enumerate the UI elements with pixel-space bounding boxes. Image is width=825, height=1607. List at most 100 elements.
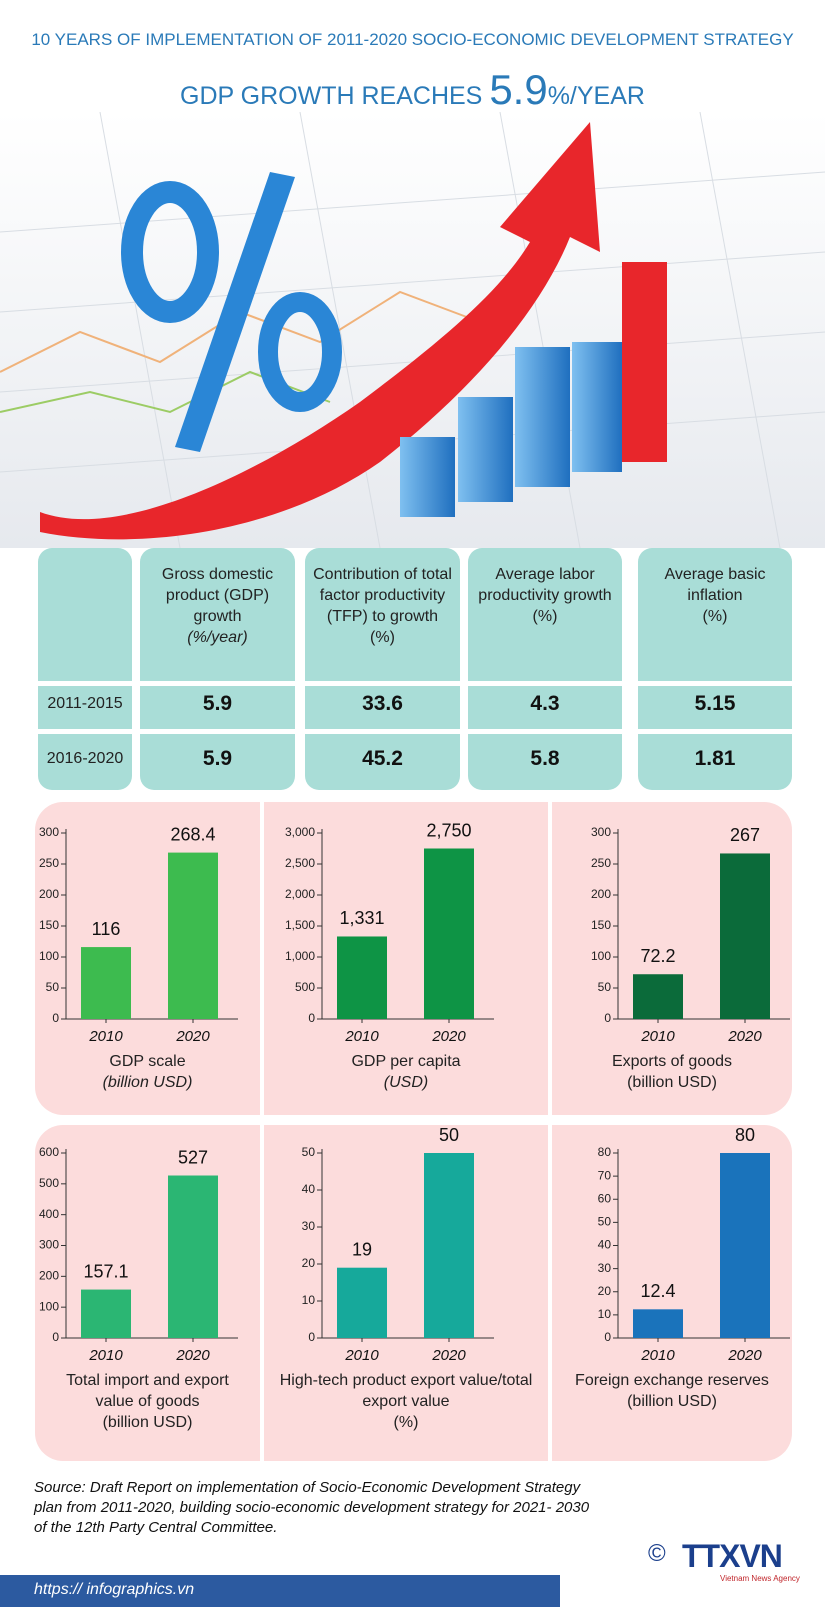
logo-sub: Vietnam News Agency	[720, 1574, 800, 1583]
y-tick-label: 10	[302, 1293, 316, 1307]
bar	[633, 1309, 683, 1338]
y-tick-label: 30	[302, 1219, 316, 1233]
value-label: 527	[178, 1147, 208, 1167]
column-label: Gross domestic product (GDP) growth	[161, 566, 274, 625]
table-value: 33.6	[362, 692, 403, 715]
chart-name: Foreign exchange reserves	[575, 1372, 769, 1389]
x-tick-label: 2020	[727, 1028, 762, 1045]
table-column	[305, 548, 460, 790]
y-tick-label: 0	[52, 1330, 59, 1344]
table-column	[468, 548, 622, 790]
chart-title: GDP scale (billion USD)	[45, 1051, 250, 1093]
table-value: 5.8	[530, 747, 560, 770]
x-tick-label: 2010	[640, 1028, 675, 1045]
value-label: 50	[439, 1125, 459, 1145]
y-tick-label: 150	[591, 918, 611, 932]
row-divider	[38, 681, 792, 686]
value-label: 72.2	[640, 946, 675, 966]
bar	[633, 974, 683, 1019]
url-bar	[0, 1575, 560, 1607]
title-suffix: %/YEAR	[547, 82, 645, 110]
url[interactable]: https:// infographics.vn	[34, 1581, 195, 1598]
y-tick-label: 200	[39, 1269, 59, 1283]
chart-title: High-tech product export value/total exp…	[274, 1370, 538, 1433]
y-tick-label: 70	[598, 1168, 612, 1182]
table-value: 45.2	[362, 747, 403, 770]
chart-name: Exports of goods	[611, 1053, 733, 1070]
table-value: 4.3	[530, 692, 560, 715]
chart-name: GDP scale	[109, 1053, 186, 1070]
y-tick-label: 20	[302, 1256, 316, 1270]
bar	[337, 1267, 387, 1338]
bar	[81, 1289, 131, 1338]
column-unit: (%)	[702, 608, 728, 625]
y-tick-label: 3,000	[285, 825, 315, 839]
column-unit: (%)	[532, 608, 558, 625]
title-value: 5.9	[489, 66, 548, 113]
column-header: Average basic inflation (%)	[644, 564, 786, 627]
logo: TTXVN	[682, 1538, 783, 1574]
value-label: 19	[352, 1239, 372, 1259]
y-tick-label: 0	[308, 1330, 315, 1344]
y-tick-label: 1,500	[285, 918, 315, 932]
bar	[168, 852, 218, 1019]
row-divider	[38, 729, 792, 734]
y-tick-label: 200	[39, 887, 59, 901]
chart-unit: (billion USD)	[102, 1074, 193, 1091]
value-label: 1,331	[339, 908, 384, 928]
chart-name: GDP per capita	[351, 1053, 461, 1070]
y-tick-label: 50	[598, 1215, 612, 1229]
title: GDP GROWTH REACHES 5.9%/YEAR	[0, 66, 825, 114]
chart-title: Foreign exchange reserves (billion USD)	[562, 1370, 782, 1412]
y-tick-label: 100	[591, 949, 611, 963]
period: 2011-2015	[47, 695, 123, 712]
y-tick-label: 50	[302, 1145, 316, 1159]
column-label: Contribution of total factor productivit…	[313, 566, 452, 625]
illustration	[0, 112, 825, 548]
chart-title: Exports of goods (billion USD)	[562, 1051, 782, 1093]
value-label: 267	[730, 825, 760, 845]
bar	[720, 1153, 770, 1338]
subtitle: 10 YEARS OF IMPLEMENTATION OF 2011-2020 …	[31, 30, 794, 49]
column-label: Average basic inflation	[664, 566, 766, 604]
chart-unit: (%)	[393, 1414, 419, 1431]
x-tick-label: 2010	[88, 1347, 123, 1364]
y-tick-label: 30	[598, 1261, 612, 1275]
x-tick-label: 2010	[640, 1347, 675, 1364]
column-unit: (%/year)	[187, 629, 248, 646]
chart-title: GDP per capita (USD)	[274, 1051, 538, 1093]
x-tick-label: 2020	[175, 1347, 210, 1364]
y-tick-label: 80	[598, 1145, 612, 1159]
period-column	[38, 548, 132, 790]
y-tick-label: 250	[591, 856, 611, 870]
copyright: ©	[648, 1540, 666, 1567]
y-tick-label: 20	[598, 1284, 612, 1298]
table-value: 5.9	[202, 692, 233, 715]
value-label: 116	[92, 919, 121, 939]
value-label: 12.4	[640, 1281, 675, 1301]
chart-unit: (billion USD)	[102, 1414, 193, 1431]
y-tick-label: 10	[598, 1307, 612, 1321]
bar	[81, 947, 131, 1019]
y-tick-label: 0	[604, 1011, 611, 1025]
y-tick-label: 200	[591, 887, 611, 901]
bar	[720, 853, 770, 1019]
bar	[424, 848, 474, 1019]
x-tick-label: 2020	[431, 1028, 466, 1045]
x-tick-label: 2020	[175, 1028, 210, 1045]
table-value: 5.15	[694, 692, 736, 715]
y-tick-label: 60	[598, 1191, 612, 1205]
y-tick-label: 50	[598, 980, 612, 994]
y-tick-label: 0	[308, 1011, 315, 1025]
chart-unit: (USD)	[383, 1074, 429, 1091]
x-tick-label: 2010	[88, 1028, 123, 1045]
table-value: 5.9	[202, 747, 233, 770]
bar	[337, 936, 387, 1019]
x-tick-label: 2010	[344, 1028, 379, 1045]
chart-name: Total import and export value of goods	[66, 1372, 229, 1410]
x-tick-label: 2010	[344, 1347, 379, 1364]
y-tick-label: 1,000	[285, 949, 315, 963]
title-prefix: GDP GROWTH REACHES	[180, 82, 483, 110]
x-tick-label: 2020	[727, 1347, 762, 1364]
